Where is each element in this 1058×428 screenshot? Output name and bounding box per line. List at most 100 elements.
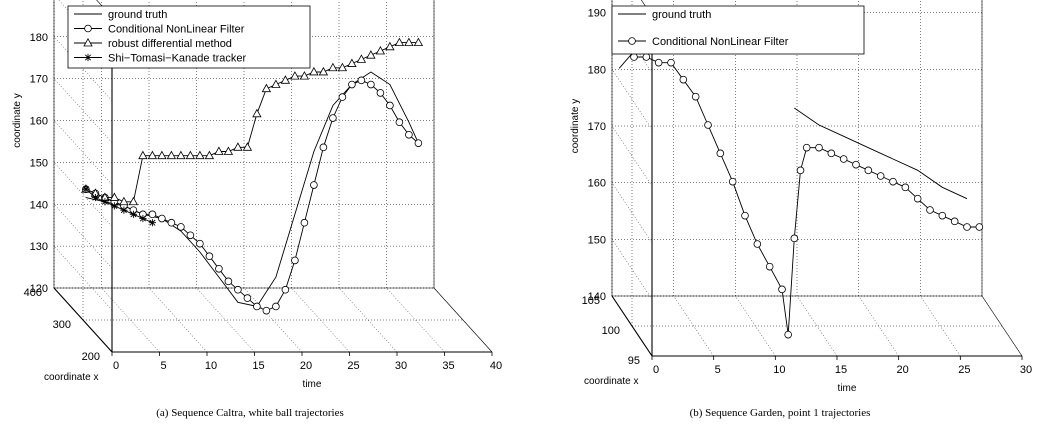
series-conditional-nonlinear-filter-point [386,101,394,110]
series-conditional-nonlinear-filter-point [395,118,404,126]
series-robust-differential-method-point [214,146,224,155]
series-conditional-nonlinear-filter-point [348,80,356,89]
series-conditional-nonlinear-filter-point [716,149,725,158]
series-conditional-nonlinear-filter-point [291,256,299,265]
x-tick-label: 35 [442,360,454,372]
z-tick-label: 100 [602,325,620,337]
series-shi-tomasi-kanade-tracker-point [82,185,90,193]
series-conditional-nonlinear-filter-line [634,56,980,335]
series-robust-differential-method-point [385,41,395,51]
y-tick-label: 180 [588,64,606,76]
series-robust-differential-method-point [195,150,205,160]
grid-line [53,245,113,311]
y-tick-label: 130 [30,241,48,253]
series-conditional-nonlinear-filter-point [796,166,805,175]
series-robust-differential-method-point [242,142,253,151]
x-tick-label: 5 [715,364,721,376]
series-conditional-nonlinear-filter-point [630,53,638,61]
series-conditional-nonlinear-filter-point [234,285,242,294]
series-robust-differential-method-point [280,75,291,84]
series-robust-differential-method-point [157,150,167,160]
z-axis-label: coordinate x [584,376,638,387]
series-ground-truth-line [794,107,968,200]
grid-line [611,239,653,300]
series-conditional-nonlinear-filter-point [281,285,290,294]
x-tick-label: 10 [773,364,785,376]
series-robust-differential-method-point [119,196,129,206]
grid-line [611,182,653,243]
series-conditional-nonlinear-filter-point [367,80,375,89]
z-tick-label: 105 [582,295,600,307]
series-conditional-nonlinear-filter-point [167,218,176,227]
y-tick-label: 160 [30,116,48,128]
grid-line [148,287,208,353]
series-conditional-nonlinear-filter-point [778,285,786,294]
series-conditional-nonlinear-filter-point [839,155,848,163]
legend-marker [83,37,93,47]
x-axis-label: time [838,383,857,394]
series-conditional-nonlinear-filter-point [310,181,318,189]
y-tick-label: 120 [30,283,48,295]
series-conditional-nonlinear-filter-point [889,177,897,186]
figure-caption: (b) Sequence Garden, point 1 trajectorie… [690,407,871,419]
series-robust-differential-method-point [204,150,215,160]
legend-label: ground truth [652,9,711,21]
series-shi-tomasi-kanade-tracker-point [110,202,118,210]
series-conditional-nonlinear-filter-point [901,183,910,192]
legend-label: ground truth [108,9,167,21]
series-conditional-nonlinear-filter-point [376,89,385,97]
z-tick-label: 200 [82,351,100,363]
series-robust-differential-method-point [176,150,186,160]
grid-line [611,125,653,187]
series-robust-differential-method-point [404,37,414,47]
series-shi-tomasi-kanade-tracker-point [120,206,128,214]
series-conditional-nonlinear-filter-point [864,166,873,175]
series-conditional-nonlinear-filter-point [405,130,413,139]
series-robust-differential-method-point [166,150,177,160]
series-robust-differential-method-point [309,66,319,76]
series-robust-differential-method-point [261,83,272,93]
series-conditional-nonlinear-filter-point [938,211,947,220]
series-conditional-nonlinear-filter-point [319,143,328,152]
series-conditional-nonlinear-filter-point [926,206,934,214]
series-robust-differential-method-point [233,142,243,151]
series-conditional-nonlinear-filter-point [741,211,749,220]
series-robust-differential-method-point [347,58,357,67]
figure-caption: (a) Sequence Caltra, white ball trajecto… [156,407,344,419]
x-tick-label: 15 [252,360,264,372]
series-robust-differential-method-point [413,37,424,47]
series-conditional-nonlinear-filter-point [262,306,271,315]
series-robust-differential-method-point [147,150,158,160]
x-tick-label: 10 [205,360,217,372]
grid-line [796,295,838,357]
series-conditional-nonlinear-filter-point [148,210,157,219]
legend-box [67,5,311,69]
y-axis-label: coordinate y [12,93,23,147]
x-tick-label: 30 [395,360,407,372]
legend-marker [628,37,636,45]
series-conditional-nonlinear-filter-point [253,302,261,311]
y-tick-label: 160 [588,178,606,190]
x-tick-label: 30 [1020,364,1032,376]
series-robust-differential-method-point [223,146,234,155]
y-tick-label: 150 [588,234,606,246]
series-conditional-nonlinear-filter-point [158,214,166,223]
series-shi-tomasi-kanade-tracker-point [148,219,156,227]
series-conditional-nonlinear-filter-point [728,177,737,186]
y-tick-label: 180 [30,32,48,44]
series-conditional-nonlinear-filter-point [815,143,823,152]
series-robust-differential-method-point [318,66,329,76]
x-tick-label: 5 [160,360,166,372]
legend-label: Shi−Tomasi−Kanade tracker [108,53,247,65]
series-conditional-nonlinear-filter-point [300,218,309,227]
series-conditional-nonlinear-filter-point [827,149,836,158]
series-conditional-nonlinear-filter-line [85,79,419,312]
x-tick-label: 0 [113,360,119,372]
series-robust-differential-method-point [290,71,300,80]
legend-box [611,5,865,55]
y-tick-label: 140 [30,199,48,211]
series-conditional-nonlinear-filter-point [765,262,774,271]
y-tick-label: 150 [30,157,48,169]
x-tick-label: 20 [897,364,909,376]
